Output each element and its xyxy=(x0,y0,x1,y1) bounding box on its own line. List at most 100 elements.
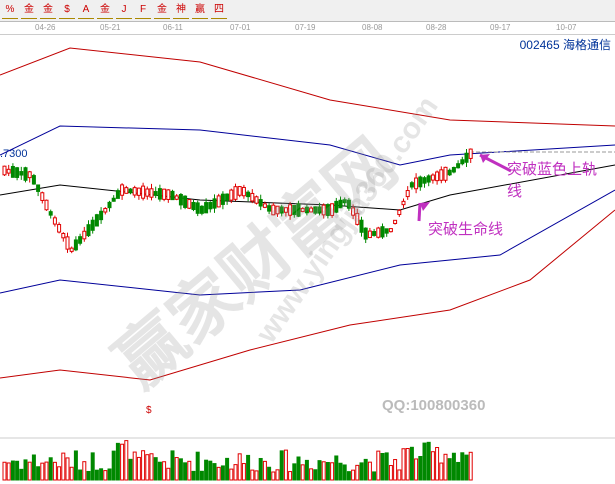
candle-body xyxy=(363,227,368,240)
volume-bar xyxy=(111,450,116,481)
candle-body xyxy=(296,203,301,217)
candle-body xyxy=(15,167,20,178)
volume-bar xyxy=(380,452,385,481)
volume-bar xyxy=(10,460,15,481)
volume-bar xyxy=(288,471,293,481)
volume-bar xyxy=(107,468,112,481)
volume-bar xyxy=(317,460,322,481)
date-tick: 08-28 xyxy=(426,23,447,32)
candle-body xyxy=(430,174,435,181)
volume-bar xyxy=(435,446,440,481)
candle-body xyxy=(418,176,423,188)
candle-body xyxy=(271,204,276,216)
candle-body xyxy=(338,199,343,209)
volume-bar xyxy=(456,461,461,481)
candle-body xyxy=(120,184,125,196)
candle-body xyxy=(325,204,330,216)
volume-bar xyxy=(187,460,192,481)
volume-bar xyxy=(439,462,444,481)
volume-bar xyxy=(44,461,49,481)
candle-body xyxy=(464,152,469,163)
volume-bar xyxy=(258,457,263,481)
volume-bar xyxy=(199,470,204,481)
toolbar-indicator-icon[interactable]: 金 xyxy=(21,2,37,19)
volume-bar xyxy=(183,462,188,481)
volume-bar xyxy=(351,469,356,481)
candle-body xyxy=(220,193,225,205)
candle-body xyxy=(355,212,360,225)
volume-bar xyxy=(153,457,158,481)
candle-body xyxy=(191,201,196,211)
candle-body xyxy=(460,159,465,165)
candle-body xyxy=(23,167,28,181)
candle-body xyxy=(262,203,267,208)
arrow-head xyxy=(420,202,430,211)
candle-body xyxy=(342,199,347,204)
toolbar-indicator-icon[interactable]: J xyxy=(116,2,132,19)
volume-bar xyxy=(359,462,364,481)
volume-bar xyxy=(216,466,221,481)
toolbar-indicator-icon[interactable]: $ xyxy=(59,2,75,19)
candle-body xyxy=(439,169,444,181)
volume-bar xyxy=(132,451,137,481)
volume-bar xyxy=(443,453,448,481)
volume-bar xyxy=(334,455,339,481)
date-tick: 07-01 xyxy=(230,23,251,32)
volume-bar xyxy=(422,442,427,481)
toolbar-indicator-icon[interactable]: 神 xyxy=(173,2,189,19)
candle-body xyxy=(313,206,318,214)
volume-bar xyxy=(250,469,255,481)
candle-body xyxy=(405,190,410,198)
volume-bar xyxy=(166,467,171,481)
volume-bar xyxy=(321,461,326,481)
toolbar-indicator-icon[interactable]: 金 xyxy=(154,2,170,19)
stock-code-name: 002465 海格通信 xyxy=(519,38,611,52)
date-tick: 09-17 xyxy=(490,23,511,32)
volume-bar xyxy=(342,464,347,481)
toolbar-indicator-icon[interactable]: 金 xyxy=(40,2,56,19)
candle-body xyxy=(237,186,242,196)
volume-bar xyxy=(115,442,120,481)
annotation-upper-band-2: 线 xyxy=(507,183,523,200)
volume-bar xyxy=(178,458,183,481)
candle-body xyxy=(199,205,204,214)
volume-bar xyxy=(279,450,284,481)
candle-body xyxy=(183,195,188,208)
volume-bar xyxy=(204,459,209,481)
toolbar-indicator-icon[interactable]: 金 xyxy=(97,2,113,19)
volume-bar xyxy=(78,469,83,481)
candle-body xyxy=(241,186,246,197)
volume-bar xyxy=(414,458,419,481)
annotation-life-line: 突破生命线 xyxy=(428,221,504,238)
qq-contact: QQ:100800360 xyxy=(382,397,486,414)
toolbar-indicator-icon[interactable]: 四 xyxy=(211,2,227,19)
candle-body xyxy=(367,230,372,239)
candle-body xyxy=(6,168,11,174)
volume-bar xyxy=(162,461,167,481)
candle-body xyxy=(149,188,154,198)
volume-bar xyxy=(468,451,473,481)
volume-bar xyxy=(451,452,456,481)
volume-bar xyxy=(275,469,280,481)
volume-bar xyxy=(229,468,234,481)
toolbar-indicator-icon[interactable]: A xyxy=(78,2,94,19)
toolbar-indicator-icon[interactable]: 赢 xyxy=(192,2,208,19)
volume-bar xyxy=(136,456,141,481)
candle-body xyxy=(141,185,146,199)
volume-bar xyxy=(6,462,11,481)
volume-bar xyxy=(82,461,87,481)
candle-body xyxy=(107,201,112,209)
volume-bar xyxy=(15,460,20,481)
candle-body xyxy=(195,202,200,214)
volume-bar xyxy=(86,470,91,481)
toolbar-indicator-icon[interactable]: % xyxy=(2,2,18,19)
volume-bar xyxy=(99,468,104,481)
candle-body xyxy=(376,227,381,238)
volume-bar xyxy=(283,449,288,481)
candle-body xyxy=(44,199,49,211)
volume-bar xyxy=(69,466,74,481)
toolbar-indicator-icon[interactable]: F xyxy=(135,2,151,19)
candle-body xyxy=(250,192,255,202)
candle-body xyxy=(115,190,120,199)
